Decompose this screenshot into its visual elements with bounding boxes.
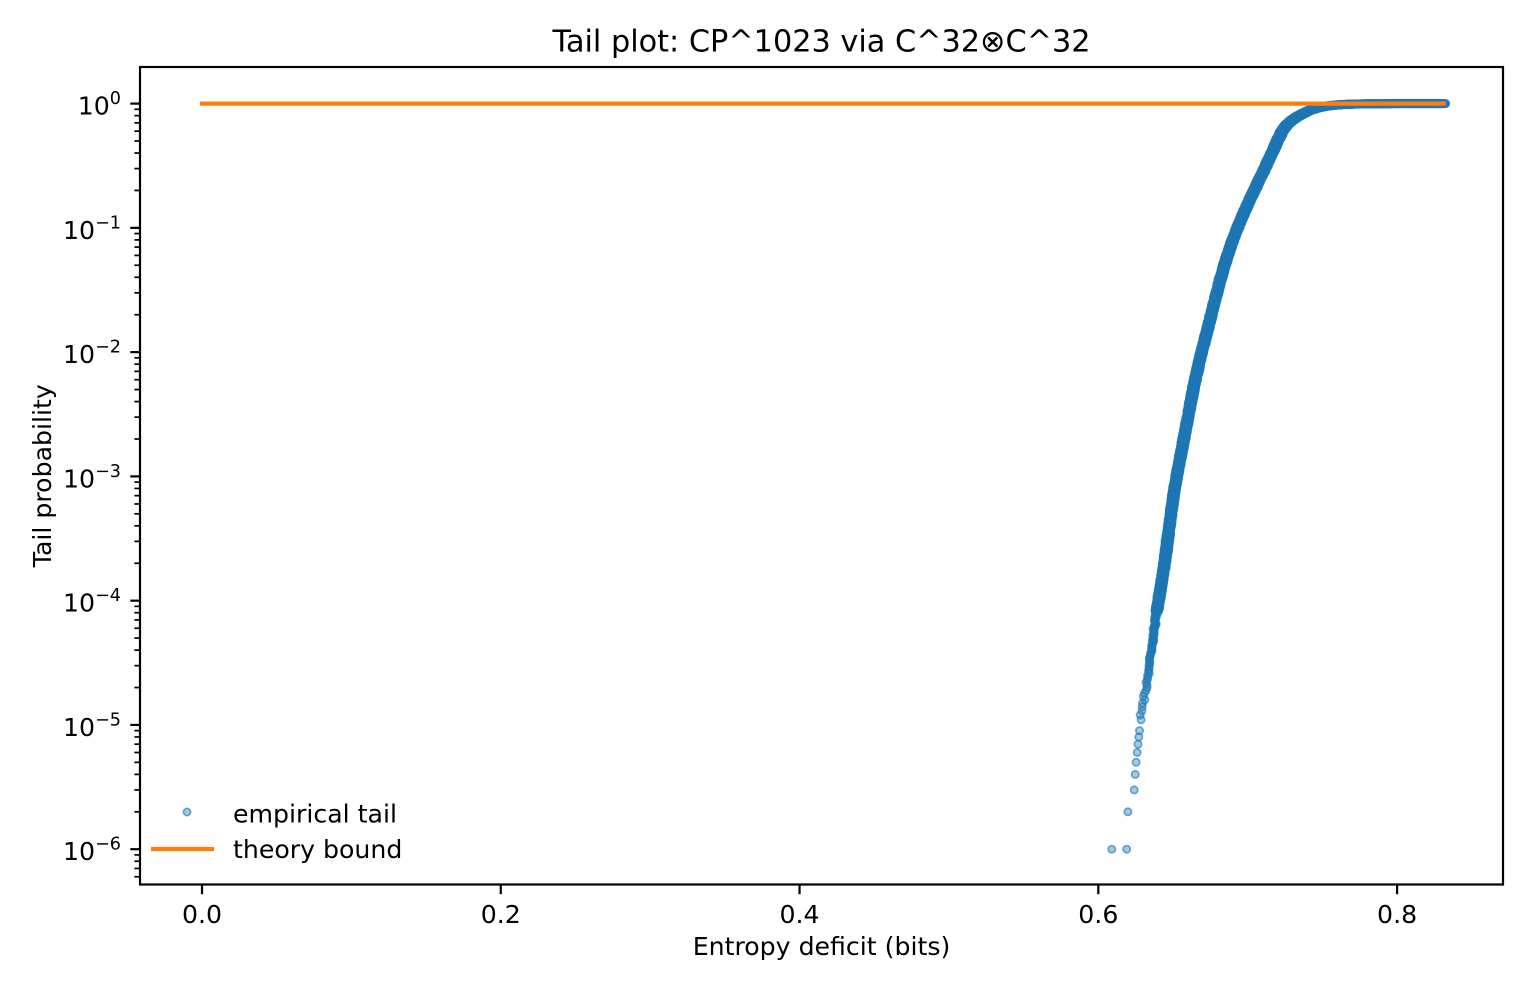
y-axis-label: Tail probability (28, 384, 57, 568)
data-point (1107, 844, 1117, 854)
legend-label-empirical: empirical tail (233, 799, 397, 828)
data-point (1122, 844, 1132, 854)
data-point (1130, 769, 1140, 779)
data-point (1133, 739, 1143, 749)
axes-background (140, 67, 1503, 885)
x-tick-label: 0.4 (780, 900, 820, 929)
data-point (1132, 747, 1142, 757)
y-tick-exponent: 0 (110, 89, 121, 109)
data-point (1131, 757, 1141, 767)
x-tick-label: 0.8 (1377, 900, 1417, 929)
data-point (1129, 785, 1139, 795)
y-tick-exponent: −4 (95, 586, 121, 606)
y-tick-exponent: −2 (95, 338, 121, 358)
data-point (1123, 807, 1133, 817)
data-point (1134, 726, 1144, 736)
y-tick-exponent: −6 (95, 835, 121, 855)
y-tick-exponent: −1 (95, 213, 121, 233)
x-tick-label: 0.0 (182, 900, 222, 929)
legend-label-theory: theory bound (233, 835, 402, 864)
chart-title: Tail plot: CP^1023 via C^32⊗C^32 (551, 25, 1090, 60)
y-tick-exponent: −5 (95, 710, 121, 730)
y-tick-exponent: −3 (95, 462, 121, 482)
x-tick-label: 0.6 (1078, 900, 1118, 929)
x-tick-label: 0.2 (481, 900, 521, 929)
legend-marker-empirical (182, 807, 192, 817)
x-axis-label: Entropy deficit (bits) (693, 932, 951, 961)
